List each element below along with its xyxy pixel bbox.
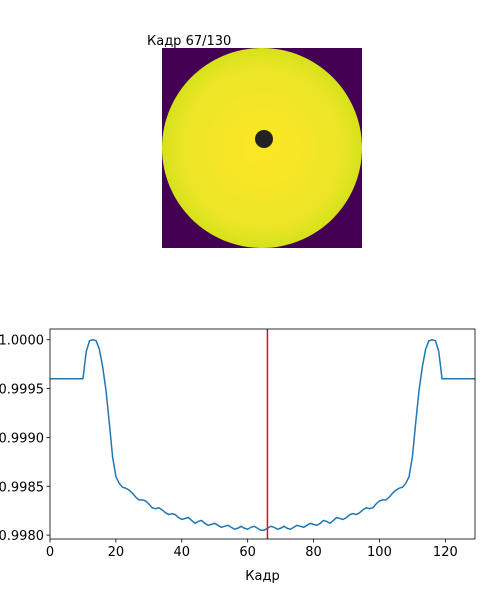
x-tick-label: 20	[108, 545, 125, 560]
x-tick-label: 60	[239, 545, 256, 560]
x-tick-label: 120	[433, 545, 458, 560]
y-tick-label: 1.0000	[0, 334, 44, 349]
y-tick-label: 0.9985	[0, 480, 44, 495]
image-title: Кадр 67/130	[147, 34, 231, 49]
x-tick-label: 0	[46, 545, 54, 560]
x-axis-label: Кадр	[245, 569, 279, 584]
x-tick-label: 40	[174, 545, 191, 560]
x-tick-label: 100	[367, 545, 392, 560]
star-disk	[162, 48, 362, 248]
axes-frame	[49, 328, 476, 540]
planet	[255, 130, 273, 148]
series-line	[50, 338, 475, 531]
x-tick-label: 80	[305, 545, 322, 560]
y-tick-label: 0.9990	[0, 431, 44, 446]
y-tick-label: 0.9995	[0, 383, 44, 398]
y-tick-label: 0.9980	[0, 529, 44, 544]
